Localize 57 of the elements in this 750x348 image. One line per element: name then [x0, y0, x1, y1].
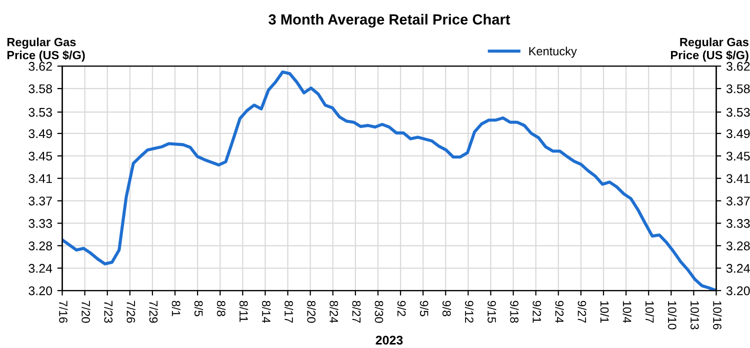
y-tick-label: 3.24 — [28, 264, 52, 273]
y-tick-label: 3.37 — [28, 196, 52, 206]
x-tick-label: 8/24 — [330, 300, 338, 323]
y2-tick-label: 3.20 — [726, 286, 750, 296]
y2-tick-label: 3.28 — [726, 241, 750, 250]
x-axis-title: 2023 — [376, 336, 403, 345]
x-tick-label: 8/20 — [307, 300, 316, 323]
x-tick-label: 9/18 — [510, 300, 519, 323]
y2-tick-label: 3.58 — [726, 84, 750, 94]
y-tick-label: 3.58 — [28, 84, 52, 94]
y-tick-label: 3.49 — [28, 129, 52, 138]
y-tick-label: 3.41 — [28, 174, 52, 183]
x-tick-label: 10/16 — [713, 301, 722, 330]
x-tick-label: 10/7 — [645, 301, 654, 323]
x-tick-label: 9/5 — [420, 300, 429, 316]
y-axis-title: Regular Gas Price (US $/G) — [7, 38, 85, 62]
y2-tick-label: 3.24 — [726, 264, 750, 273]
x-tick-label: 9/24 — [555, 300, 564, 323]
y2-axis-title: Regular Gas Price (US $/G) — [671, 38, 748, 62]
y-tick-label: 3.62 — [28, 62, 52, 71]
x-tick-label: 8/27 — [352, 300, 361, 323]
x-tick-label: 9/15 — [488, 300, 496, 323]
x-tick-label: 9/12 — [465, 300, 474, 323]
y2-tick-label: 3.37 — [726, 196, 750, 206]
y2-tick-label: 3.49 — [726, 129, 750, 138]
y2-tick-label: 3.53 — [726, 108, 750, 117]
y-tick-label: 3.53 — [28, 108, 52, 117]
x-tick-label: 7/20 — [82, 300, 90, 323]
x-tick-label: 8/8 — [216, 300, 226, 316]
y-tick-label: 3.28 — [28, 241, 52, 250]
y2-tick-label: 3.41 — [726, 174, 750, 183]
x-tick-label: 7/29 — [149, 300, 158, 323]
x-tick-label: 9/2 — [397, 300, 406, 316]
y-tick-label: 3.20 — [28, 286, 52, 296]
x-tick-label: 8/14 — [262, 300, 271, 323]
x-tick-label: 7/23 — [104, 300, 113, 323]
y-tick-label: 3.33 — [28, 219, 52, 228]
x-tick-label: 8/11 — [239, 300, 248, 322]
x-tick-label: 8/30 — [374, 300, 384, 323]
x-tick-label: 10/10 — [668, 301, 677, 330]
x-tick-label: 9/21 — [532, 300, 542, 323]
x-tick-label: 7/16 — [59, 300, 68, 323]
x-tick-label: 9/8 — [442, 300, 452, 316]
x-tick-label: 7/26 — [126, 300, 136, 323]
y2-tick-label: 3.33 — [726, 219, 750, 228]
y2-tick-label: 3.62 — [726, 62, 750, 71]
y2-tick-label: 3.45 — [726, 152, 750, 161]
x-tick-label: 10/4 — [622, 301, 632, 323]
x-tick-label: 10/1 — [600, 301, 609, 323]
legend-label: Kentucky — [529, 46, 577, 58]
x-tick-label: 8/17 — [284, 300, 294, 323]
x-tick-label: 8/5 — [194, 300, 204, 316]
chart-title: 3 Month Average Retail Price Chart — [268, 14, 510, 28]
x-tick-label: 9/27 — [578, 300, 586, 323]
x-tick-label: 10/13 — [690, 301, 700, 330]
x-tick-label: 8/1 — [172, 300, 181, 316]
y-tick-label: 3.45 — [28, 152, 52, 161]
